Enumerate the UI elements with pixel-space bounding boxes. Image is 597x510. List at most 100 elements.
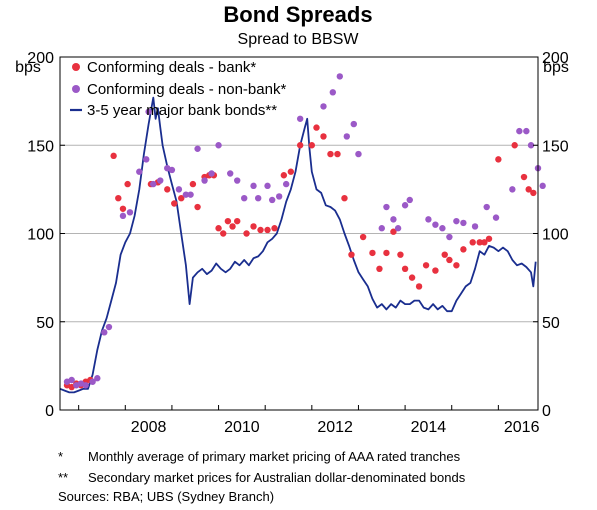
y-tick-left-100: 100	[27, 227, 54, 244]
y-tick-right-0: 0	[542, 403, 551, 420]
point-non-bank-58	[523, 127, 530, 135]
point-bank-45	[397, 251, 404, 258]
point-non-bank-24	[215, 142, 222, 149]
point-non-bank-49	[439, 225, 446, 232]
point-bank-24	[234, 217, 241, 225]
point-non-bank-44	[394, 225, 402, 232]
y-tick-left-50: 50	[36, 315, 54, 332]
point-bank-7	[115, 195, 122, 202]
x-tick-2012: 2012	[317, 419, 353, 436]
point-bank-61	[520, 173, 528, 181]
point-bank-54	[460, 246, 467, 253]
point-bank-39	[348, 251, 355, 258]
point-non-bank-1	[68, 376, 75, 384]
point-bank-60	[511, 142, 518, 149]
point-non-bank-23	[208, 170, 215, 177]
point-bank-63	[530, 189, 537, 197]
point-bank-38	[341, 195, 348, 202]
footnote-2-text: Secondary market prices for Australian d…	[88, 470, 466, 485]
y-tick-right-100: 100	[542, 227, 569, 244]
point-non-bank-30	[264, 182, 271, 190]
point-non-bank-17	[168, 166, 176, 174]
point-bank-8	[119, 205, 127, 212]
point-bank-35	[320, 133, 327, 140]
point-non-bank-34	[296, 115, 304, 122]
point-bank-25	[243, 230, 250, 237]
point-non-bank-52	[460, 219, 467, 227]
point-bank-43	[383, 249, 390, 257]
x-tick-2010: 2010	[224, 419, 260, 436]
y-axis-unit-right: bps	[543, 59, 569, 76]
point-non-bank-26	[234, 177, 241, 184]
point-non-bank-6	[94, 375, 101, 382]
point-bank-53	[453, 262, 460, 269]
point-bank-16	[194, 203, 201, 211]
y-tick-right-50: 50	[542, 315, 560, 332]
point-bank-42	[376, 265, 383, 272]
point-bank-28	[264, 226, 271, 234]
point-non-bank-54	[483, 203, 490, 211]
point-non-bank-22	[201, 177, 208, 184]
point-bank-12	[164, 186, 171, 193]
point-non-bank-48	[432, 221, 439, 228]
point-non-bank-38	[343, 133, 350, 140]
point-non-bank-8	[105, 323, 113, 331]
point-bank-55	[469, 239, 476, 246]
point-non-bank-50	[446, 233, 453, 241]
point-non-bank-35	[320, 103, 327, 110]
legend-label-bank: Conforming deals - bank*	[87, 59, 256, 76]
point-non-bank-36	[329, 89, 337, 96]
point-non-bank-41	[378, 225, 385, 232]
point-bank-9	[124, 180, 131, 188]
point-non-bank-14	[150, 180, 157, 188]
point-bank-15	[189, 180, 197, 188]
point-non-bank-21	[194, 145, 201, 152]
point-bank-6	[110, 152, 117, 160]
point-non-bank-18	[175, 186, 183, 193]
point-bank-31	[287, 168, 295, 175]
point-non-bank-5	[89, 378, 96, 385]
axes: 0 0 50 50 100 100 150 150 200 200 2008 2010 2012 2014…	[27, 50, 569, 436]
x-tick-2016: 2016	[504, 419, 540, 436]
point-bank-62	[525, 186, 532, 193]
point-non-bank-61	[539, 182, 546, 190]
point-bank-29	[271, 225, 278, 232]
footnote-1: * Monthly average of primary market prici…	[58, 449, 460, 464]
point-bank-52	[446, 256, 453, 264]
y-tick-left-0: 0	[45, 403, 54, 420]
point-non-bank-4	[82, 382, 89, 389]
point-bank-23	[229, 223, 236, 230]
point-non-bank-15	[157, 177, 164, 184]
point-non-bank-39	[350, 120, 357, 128]
point-non-bank-59	[527, 142, 535, 149]
point-non-bank-20	[187, 191, 194, 198]
point-non-bank-7	[101, 329, 108, 336]
point-bank-41	[369, 249, 376, 257]
point-bank-32	[296, 142, 304, 149]
point-non-bank-32	[275, 193, 283, 200]
y-tick-left-200: 200	[27, 50, 54, 67]
point-bank-50	[432, 267, 439, 274]
point-non-bank-46	[406, 196, 413, 204]
point-bank-33	[308, 142, 316, 149]
point-bank-27	[257, 226, 264, 234]
point-bank-47	[408, 274, 416, 281]
point-non-bank-31	[268, 196, 276, 204]
point-non-bank-42	[383, 203, 390, 211]
point-bank-56	[476, 239, 483, 246]
point-bank-40	[359, 233, 367, 241]
point-non-bank-28	[250, 182, 257, 190]
point-non-bank-53	[471, 223, 479, 230]
footnote-2-mark: **	[58, 470, 69, 485]
point-bank-51	[441, 251, 448, 258]
point-non-bank-55	[492, 214, 500, 221]
point-bank-49	[422, 262, 430, 269]
point-non-bank-51	[453, 217, 460, 225]
point-bank-58	[485, 235, 493, 242]
point-bank-48	[415, 283, 423, 290]
legend-label-bank-bonds: 3-5 year major bank bonds**	[87, 102, 277, 119]
source-note: Sources: RBA; UBS (Sydney Branch)	[58, 489, 275, 504]
point-bank-20	[215, 225, 222, 232]
point-bank-57	[481, 239, 488, 246]
